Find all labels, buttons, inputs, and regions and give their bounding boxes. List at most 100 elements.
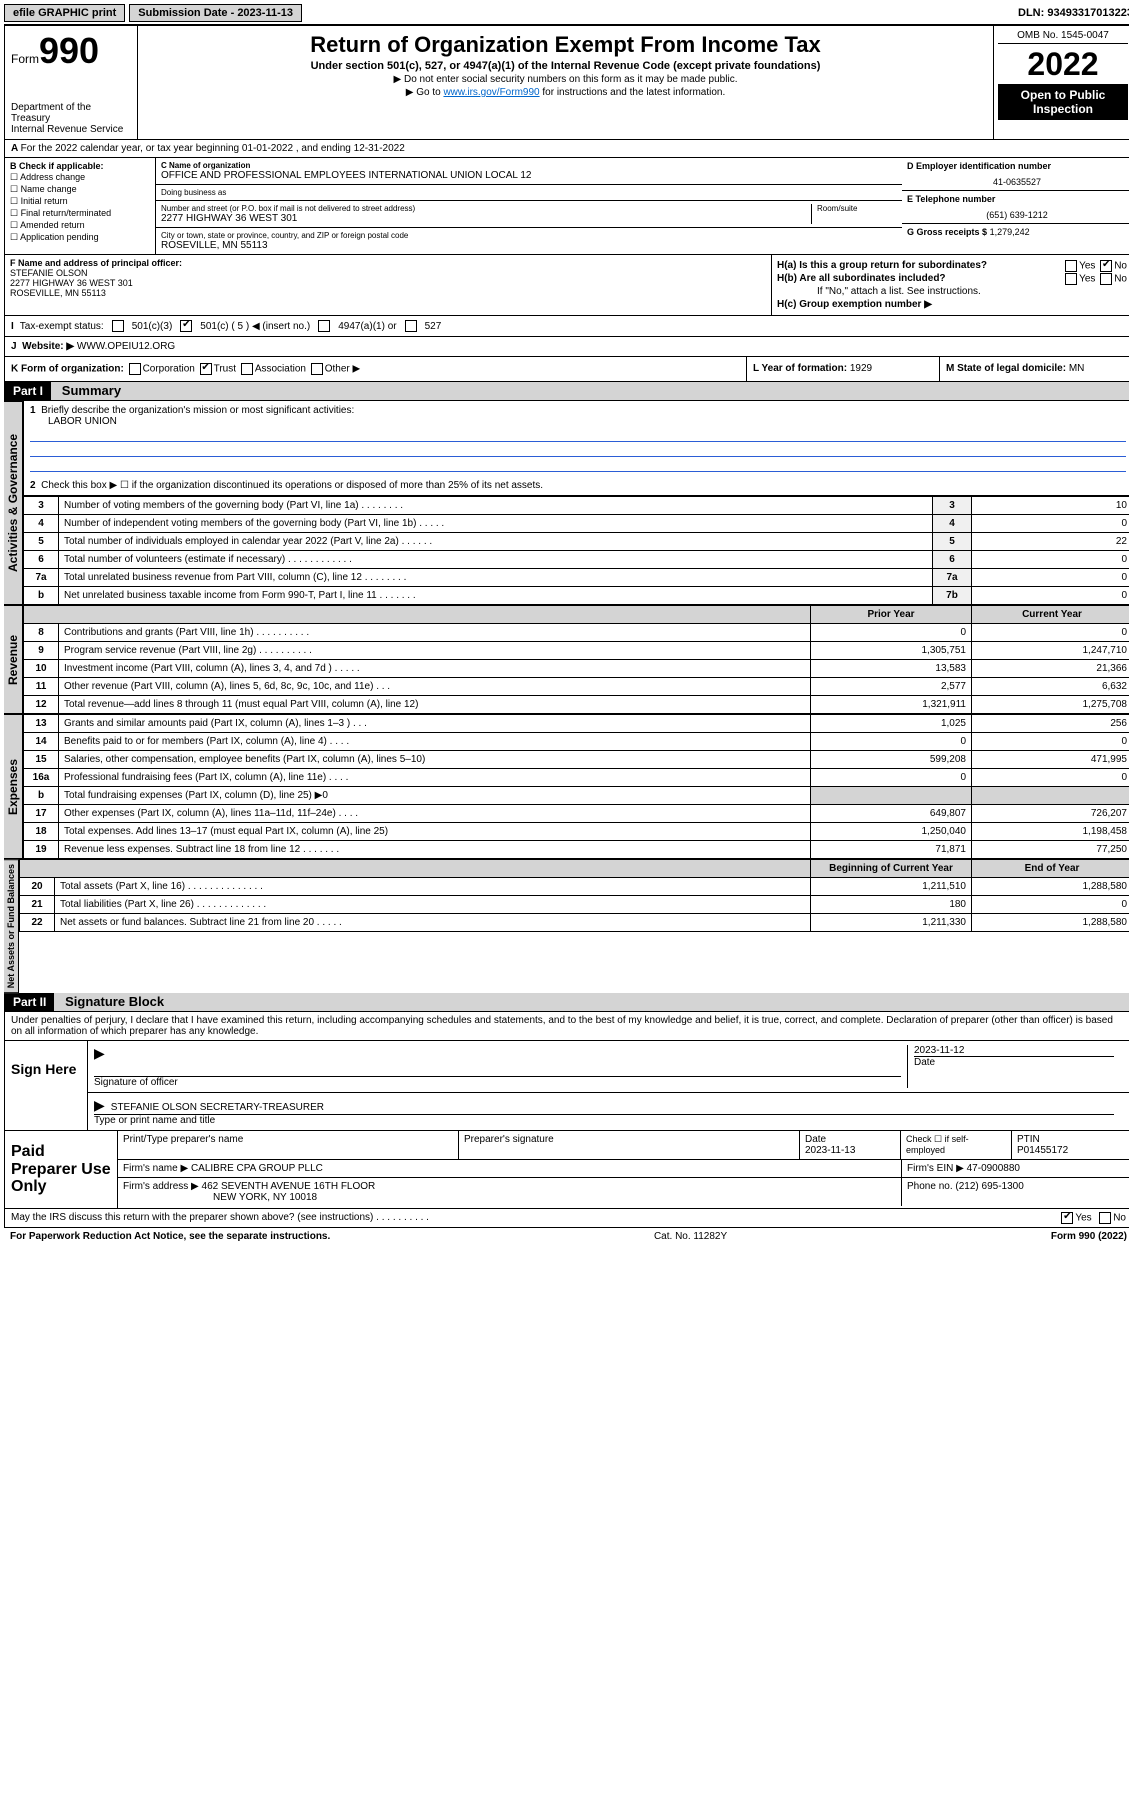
row-num: b: [24, 587, 59, 605]
may-no[interactable]: [1099, 1212, 1111, 1224]
row-desc: Salaries, other compensation, employee b…: [59, 751, 811, 769]
submission-date-button[interactable]: Submission Date - 2023-11-13: [129, 4, 302, 22]
opt-address-change: Address change: [20, 172, 85, 182]
arrow-icon: ▶: [94, 1045, 105, 1061]
row-prior: 599,208: [811, 751, 972, 769]
tax-exempt-label: Tax-exempt status:: [20, 321, 104, 332]
sig-officer-label: Signature of officer: [94, 1077, 178, 1088]
city-label: City or town, state or province, country…: [161, 231, 897, 240]
mission-block: 1 Briefly describe the organization's mi…: [23, 401, 1129, 496]
chk-other[interactable]: [311, 363, 323, 375]
k-label: K Form of organization:: [11, 364, 124, 375]
table-row: 13 Grants and similar amounts paid (Part…: [24, 715, 1129, 733]
ha-line: H(a) Is this a group return for subordin…: [777, 260, 1127, 271]
table-row: 22 Net assets or fund balances. Subtract…: [20, 914, 1129, 932]
irs-link[interactable]: www.irs.gov/Form990: [443, 87, 539, 98]
section-revenue: Revenue Prior Year Current Year8 Contrib…: [4, 605, 1129, 714]
row-desc: Total liabilities (Part X, line 26) . . …: [55, 896, 811, 914]
table-row: 14 Benefits paid to or for members (Part…: [24, 733, 1129, 751]
chk-501c3[interactable]: [112, 320, 124, 332]
chk-final-return[interactable]: ☐ Final return/terminated: [10, 208, 150, 219]
g-label: G Gross receipts $: [907, 227, 987, 237]
col-f: F Name and address of principal officer:…: [5, 255, 772, 315]
col-hdr-prior: Beginning of Current Year: [811, 860, 972, 878]
chk-amended-return[interactable]: ☐ Amended return: [10, 220, 150, 231]
goto-post: for instructions and the latest informat…: [540, 87, 726, 98]
officer-name: STEFANIE OLSON: [10, 268, 766, 278]
hb-note: If "No," attach a list. See instructions…: [777, 286, 1127, 297]
sign-block: Sign Here ▶Signature of officer 2023-11-…: [4, 1041, 1129, 1131]
part2-bar: Part II Signature Block: [4, 993, 1129, 1012]
chk-4947[interactable]: [318, 320, 330, 332]
row-prior: 0: [811, 769, 972, 787]
row-num: 16a: [24, 769, 59, 787]
net-assets-table: Beginning of Current Year End of Year20 …: [19, 859, 1129, 932]
table-row: 10 Investment income (Part VIII, column …: [24, 660, 1129, 678]
row-desc: Net unrelated business taxable income fr…: [59, 587, 933, 605]
row-desc: Total number of volunteers (estimate if …: [59, 551, 933, 569]
goto-note: ▶ Go to www.irs.gov/Form990 for instruct…: [144, 87, 987, 98]
chk-trust[interactable]: [200, 363, 212, 375]
col-hdr-prior: Prior Year: [811, 606, 972, 624]
mission-text: LABOR UNION: [30, 416, 117, 427]
street-address: 2277 HIGHWAY 36 WEST 301: [161, 213, 811, 224]
row-num: 22: [20, 914, 55, 932]
chk-address-change[interactable]: ☐ Address change: [10, 172, 150, 183]
chk-name-change[interactable]: ☐ Name change: [10, 184, 150, 195]
efile-button[interactable]: efile GRAPHIC print: [4, 4, 125, 22]
table-row: 3 Number of voting members of the govern…: [24, 497, 1129, 515]
firm-ein: 47-0900880: [967, 1163, 1020, 1174]
hb-line: H(b) Are all subordinates included? Yes …: [777, 273, 1127, 284]
row-num: 3: [24, 497, 59, 515]
col-b: B Check if applicable: ☐ Address change …: [5, 158, 156, 254]
firm-addr1: 462 SEVENTH AVENUE 16TH FLOOR: [202, 1181, 376, 1192]
hb-yes[interactable]: [1065, 273, 1077, 285]
org-name-cell: C Name of organization OFFICE AND PROFES…: [156, 158, 902, 185]
footer-mid: Cat. No. 11282Y: [654, 1231, 727, 1242]
form-number: Form990: [11, 30, 131, 72]
section-expenses: Expenses 13 Grants and similar amounts p…: [4, 714, 1129, 859]
sig-name-row: ▶STEFANIE OLSON SECRETARY-TREASURERType …: [88, 1093, 1129, 1130]
row-current: 1,275,708: [972, 696, 1129, 714]
firm-phone: (212) 695-1300: [955, 1181, 1023, 1192]
row-val: 0: [972, 569, 1129, 587]
chk-assoc[interactable]: [241, 363, 253, 375]
vlabel-expenses: Expenses: [4, 714, 23, 859]
officer-city: ROSEVILLE, MN 55113: [10, 288, 766, 298]
row-current: 6,632: [972, 678, 1129, 696]
row-desc: Benefits paid to or for members (Part IX…: [59, 733, 811, 751]
row-desc: Grants and similar amounts paid (Part IX…: [59, 715, 811, 733]
mission-line: [30, 444, 1126, 457]
opt-527: 527: [425, 321, 442, 332]
chk-501c[interactable]: [180, 320, 192, 332]
row-current: 0: [972, 624, 1129, 642]
row-prior: 1,250,040: [811, 823, 972, 841]
firm-phone-label: Phone no.: [907, 1181, 953, 1192]
firm-name: CALIBRE CPA GROUP PLLC: [191, 1163, 323, 1174]
row-prior: 1,321,911: [811, 696, 972, 714]
row-prior: 0: [811, 733, 972, 751]
prep-self-employed: Check ☐ if self-employed: [901, 1131, 1012, 1159]
chk-527[interactable]: [405, 320, 417, 332]
ha-no[interactable]: [1100, 260, 1112, 272]
opt-trust: Trust: [214, 364, 236, 375]
sign-here-label: Sign Here: [5, 1041, 88, 1130]
ha-yes[interactable]: [1065, 260, 1077, 272]
prep-date-label: Date: [805, 1134, 826, 1145]
opt-other: Other ▶: [325, 364, 360, 375]
section-governance: Activities & Governance 1 Briefly descri…: [4, 401, 1129, 605]
row-current: 1,288,580: [972, 914, 1129, 932]
chk-corp[interactable]: [129, 363, 141, 375]
may-yes[interactable]: [1061, 1212, 1073, 1224]
chk-initial-return[interactable]: ☐ Initial return: [10, 196, 150, 207]
chk-application-pending[interactable]: ☐ Application pending: [10, 232, 150, 243]
footer-left: For Paperwork Reduction Act Notice, see …: [10, 1231, 330, 1242]
row-box: 6: [933, 551, 972, 569]
hb-no[interactable]: [1100, 273, 1112, 285]
col-d: D Employer identification number 41-0635…: [902, 158, 1129, 254]
mission-line: [30, 429, 1126, 442]
row-num: 13: [24, 715, 59, 733]
row-current: 0: [972, 733, 1129, 751]
row-box: 4: [933, 515, 972, 533]
row-desc: Program service revenue (Part VIII, line…: [59, 642, 811, 660]
